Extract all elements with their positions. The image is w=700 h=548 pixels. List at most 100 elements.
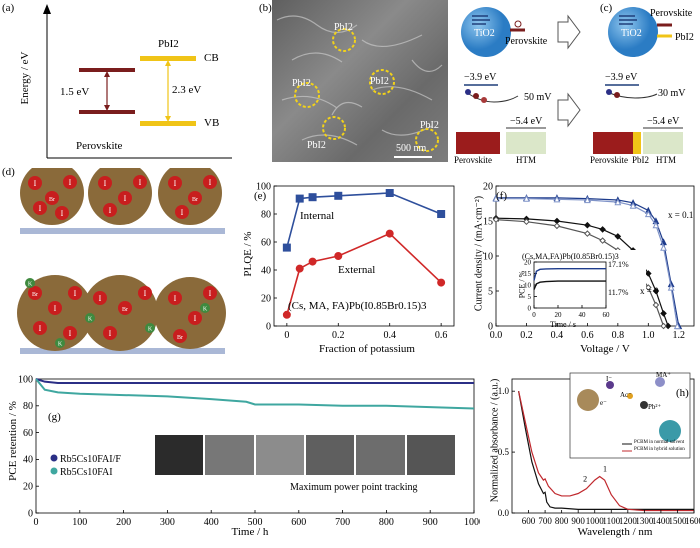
ion-label: I bbox=[194, 314, 197, 323]
ion-Br bbox=[118, 301, 132, 315]
y-tick-label: 5 bbox=[488, 286, 493, 297]
x-tick-label: 1100 bbox=[602, 516, 620, 526]
ion-Br bbox=[173, 329, 187, 343]
inset-value-bottom: 11.7% bbox=[608, 288, 629, 297]
ion-label: Br bbox=[122, 307, 128, 313]
y-tick-label: 5 bbox=[528, 293, 532, 301]
y-tick-label: 0.0 bbox=[498, 508, 510, 518]
x-tick-label: 1.2 bbox=[673, 330, 686, 341]
x-tick-label: 600 bbox=[522, 516, 536, 526]
series-line bbox=[518, 391, 694, 510]
inset-y-label: PCE / % bbox=[517, 270, 527, 299]
pbi2-cb-level bbox=[140, 56, 196, 61]
panel-f: 0.0 0.2 0.4 0.6 0.8 1.0 1.2 0 5 10 15 20 0 20 40 60 0 5 10… bbox=[460, 168, 700, 360]
y-tick-label: 20 bbox=[23, 482, 33, 493]
schematic-c bbox=[456, 7, 683, 154]
panel-g: 0 100 200 300 400 500 600 700 800 900 1000 0 20 40 60 8… bbox=[0, 365, 484, 543]
data-point bbox=[652, 287, 660, 295]
data-point bbox=[664, 322, 672, 330]
ion-label: I bbox=[69, 178, 72, 187]
vb-label: VB bbox=[204, 117, 220, 129]
x-axis-label-h: Wavelength / nm bbox=[577, 526, 653, 538]
tio2-label-right: TiO2 bbox=[621, 28, 642, 39]
energy-left: −3.9 eV bbox=[464, 72, 497, 83]
layer-left-1: Perovskite bbox=[454, 155, 492, 165]
data-point bbox=[282, 310, 291, 319]
x-tick-label: 1200 bbox=[619, 516, 638, 526]
ion-I bbox=[28, 176, 42, 190]
ion-I bbox=[33, 321, 47, 335]
gap-left: 1.5 eV bbox=[60, 86, 90, 98]
chart-f: 0.0 0.2 0.4 0.6 0.8 1.0 1.2 0 5 10 15 20 0 20 40 60 0 5 10… bbox=[483, 181, 695, 341]
ion-label: Br bbox=[192, 197, 198, 203]
data-point bbox=[282, 243, 291, 252]
ion-K bbox=[55, 338, 65, 348]
chart-g: 0 100 200 300 400 500 600 700 800 900 1000 0 20 40 60 8… bbox=[18, 374, 484, 528]
ion-label: I bbox=[174, 294, 177, 303]
panel-label-c: (c) bbox=[600, 2, 613, 14]
data-point bbox=[652, 221, 660, 229]
ion-label: I bbox=[39, 324, 42, 333]
ion-label: I bbox=[69, 329, 72, 338]
ion-label: K bbox=[28, 282, 33, 288]
ion-I bbox=[63, 175, 77, 189]
x-tick-label: 1000 bbox=[586, 516, 605, 526]
ion-I bbox=[55, 206, 69, 220]
ion-label: K bbox=[148, 327, 153, 333]
x-tick-label: 600 bbox=[291, 517, 306, 528]
y-tick-label: 0.5 bbox=[498, 447, 510, 457]
legend-h-2: PCBM in hybrid solution bbox=[634, 447, 685, 452]
x-tick-label: 700 bbox=[335, 517, 350, 528]
y-axis-label-g: PCE retention / % bbox=[7, 401, 19, 481]
ion-I bbox=[203, 175, 217, 189]
x-tick-label: 100 bbox=[72, 517, 87, 528]
legend-marker bbox=[50, 454, 58, 462]
ion-I bbox=[103, 326, 117, 340]
series-line bbox=[533, 280, 606, 290]
ion-Br bbox=[45, 191, 59, 205]
ion-label: I bbox=[54, 304, 57, 313]
x-top-label: x = 0.1 bbox=[668, 210, 694, 220]
data-point bbox=[385, 189, 394, 197]
pbi2-vb-level bbox=[140, 121, 196, 126]
ion-I bbox=[138, 286, 152, 300]
y-tick-label: 80 bbox=[261, 209, 271, 220]
ion-I bbox=[93, 291, 107, 305]
ion-label: I bbox=[209, 289, 212, 298]
ion-K bbox=[200, 303, 210, 313]
gap-right: 2.3 eV bbox=[172, 84, 202, 96]
ion-label: I bbox=[109, 206, 112, 215]
inset-value-top: 17.1% bbox=[608, 260, 629, 269]
x-tick-label: 0.2 bbox=[520, 330, 533, 341]
data-point bbox=[673, 322, 681, 330]
x-tick-label: 1400 bbox=[652, 516, 671, 526]
y-tick-label: 15 bbox=[483, 216, 493, 227]
panel-label-e: (e) bbox=[254, 190, 267, 202]
ion-I bbox=[63, 326, 77, 340]
pbi2-label-c: PbI2 bbox=[675, 32, 694, 43]
panel-label-h: (h) bbox=[676, 387, 689, 399]
layer-right-1: Perovskite bbox=[590, 155, 628, 165]
ion-label: I bbox=[74, 289, 77, 298]
cb-label: CB bbox=[204, 52, 219, 64]
ion-I bbox=[98, 176, 112, 190]
ion-5: e⁻ bbox=[600, 399, 607, 407]
mv-left: 50 mV bbox=[524, 92, 552, 103]
ion-label: I bbox=[39, 204, 42, 213]
y-tick-label: 60 bbox=[23, 428, 33, 439]
data-point bbox=[385, 229, 394, 238]
x-tick-label: 0.4 bbox=[383, 330, 396, 341]
panel-b: PbI2 PbI2 PbI2 PbI2 PbI2 500 nm (b) bbox=[237, 0, 448, 162]
x-tick-label: 1.0 bbox=[642, 330, 655, 341]
data-point bbox=[645, 270, 652, 277]
legend-marker bbox=[50, 467, 58, 475]
ion-2: MA⁺ bbox=[656, 371, 671, 379]
ion-label: I bbox=[144, 289, 147, 298]
ion-label: I bbox=[61, 209, 64, 218]
legend-g-2: Rb5Cs10FAI bbox=[60, 467, 113, 478]
perovskite-vb-level bbox=[79, 110, 135, 114]
ion-Br bbox=[28, 286, 42, 300]
ion-3: Ac⁻ bbox=[620, 391, 632, 399]
ion-label: K bbox=[88, 317, 93, 323]
x-tick-label: 900 bbox=[571, 516, 585, 526]
